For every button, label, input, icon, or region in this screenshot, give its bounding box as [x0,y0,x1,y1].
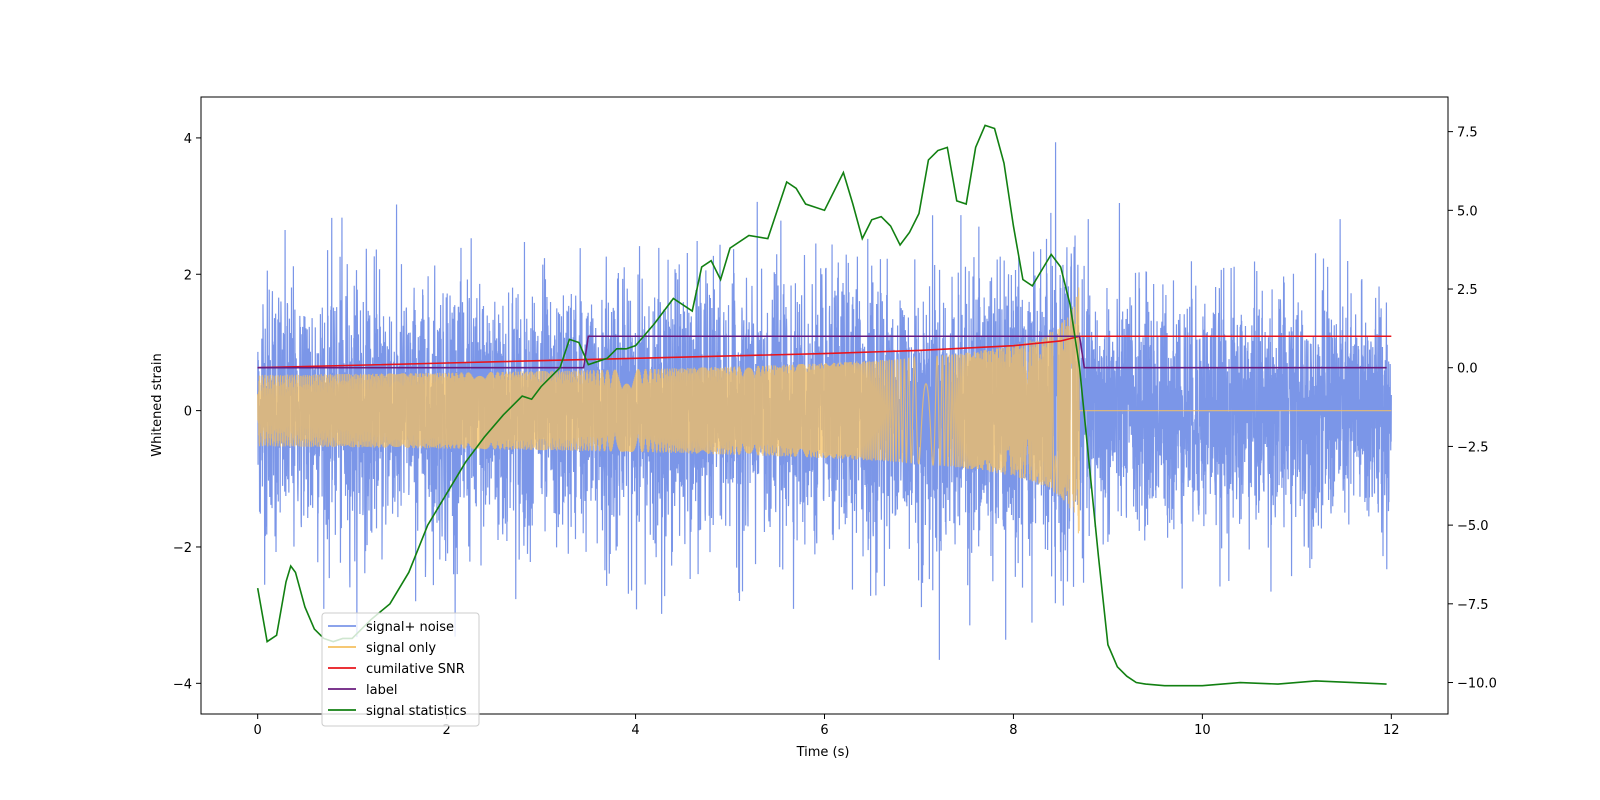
y-right-tick-label: 0.0 [1457,362,1478,377]
y-right-tick-label: −2.5 [1457,440,1489,455]
y-tick-label: −4 [173,677,192,692]
y-right-tick-label: −5.0 [1457,519,1489,534]
y-right-tick-label: −10.0 [1457,677,1497,692]
y-axis-label: Whitened strain [150,353,165,456]
legend-label: signal+ noise [366,620,454,635]
x-axis: 0 2 4 6 8 10 12 [254,714,1400,738]
y-tick-label: 2 [184,268,192,283]
series-cumilative-snr [257,335,1392,369]
x-tick-label: 0 [254,723,262,738]
x-tick-label: 8 [1009,723,1017,738]
x-axis-label: Time (s) [796,745,850,760]
y-axis-right: −10.0 −7.5 −5.0 −2.5 0.0 2.5 5.0 7.5 [1448,126,1497,692]
x-tick-label: 6 [820,723,828,738]
y-tick-label: 0 [184,405,192,420]
series-signal-statistics [256,124,1387,687]
x-tick-label: 2 [442,723,450,738]
x-tick-label: 4 [631,723,639,738]
x-tick-label: 10 [1194,723,1211,738]
legend-label: label [366,683,397,698]
legend: signal+ noise signal only cumilative SNR la… [321,612,480,727]
y-tick-label: −2 [173,541,192,556]
legend-label: signal statistics [366,704,467,719]
series-signal-only [257,287,1392,534]
legend-label: signal only [366,641,436,656]
series-label [257,335,1387,369]
y-right-tick-label: −7.5 [1457,598,1489,613]
y-right-tick-label: 5.0 [1457,204,1478,219]
x-tick-label: 12 [1383,723,1400,738]
legend-label: cumilative SNR [366,662,465,677]
y-right-tick-label: 7.5 [1457,126,1478,141]
plot-area [256,124,1392,687]
y-axis-left: −4 −2 0 2 4 [173,132,201,692]
legend-box [321,612,480,727]
y-right-tick-label: 2.5 [1457,283,1478,298]
y-tick-label: 4 [184,132,192,147]
